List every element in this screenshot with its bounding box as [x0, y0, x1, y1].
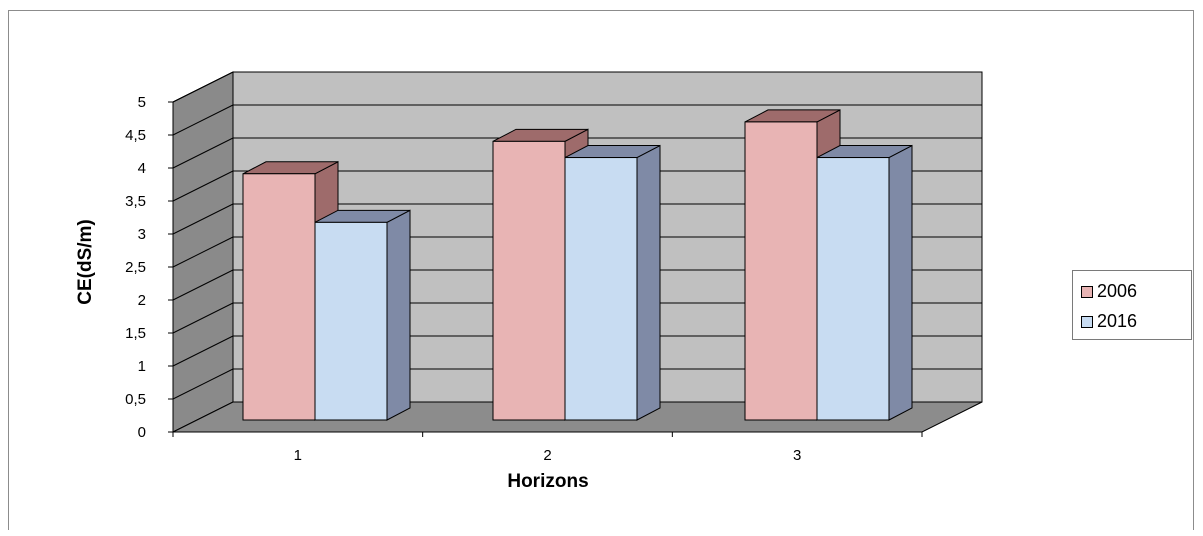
bar-2016-cat-2 — [564, 144, 661, 421]
gridline-side — [172, 203, 234, 235]
bar-2016-cat-3 — [816, 144, 913, 421]
bar-front — [314, 221, 388, 421]
bar-front — [816, 157, 890, 421]
legend-swatch-2006 — [1081, 285, 1093, 298]
gridline-side — [172, 302, 234, 334]
x-axis-title: Horizons — [507, 471, 588, 492]
legend-label-2016: 2016 — [1097, 311, 1138, 331]
gridline-side — [172, 104, 234, 136]
gridline-side — [172, 368, 234, 400]
legend-label-2006: 2006 — [1097, 281, 1138, 301]
axes — [168, 101, 923, 437]
legend: 2006 2016 — [1072, 270, 1192, 340]
legend-item-2016: 2016 — [1081, 311, 1137, 332]
bar-side — [636, 144, 661, 421]
bar-front — [242, 173, 316, 421]
gridline-side — [172, 170, 234, 202]
gridline-side — [172, 335, 234, 367]
y-tick-label: 1 — [138, 358, 146, 375]
legend-item-2006: 2006 — [1081, 281, 1137, 302]
gridline-side — [172, 269, 234, 301]
y-tick-label: 1,5 — [125, 325, 146, 342]
x-tick-label: 1 — [294, 447, 302, 464]
y-tick-label: 0 — [138, 424, 146, 441]
y-tick-label: 5 — [138, 94, 146, 111]
x-tick-label: 2 — [543, 447, 551, 464]
gridline-side — [172, 71, 234, 103]
y-tick-label: 3 — [138, 226, 146, 243]
bar-side — [888, 144, 913, 421]
bar-front — [744, 121, 818, 421]
bar-side — [386, 209, 411, 421]
legend-swatch-2016 — [1081, 315, 1093, 328]
y-tick-label: 3,5 — [125, 193, 146, 210]
y-tick-label: 4,5 — [125, 127, 146, 144]
gridline-side — [172, 137, 234, 169]
y-tick-label: 2,5 — [125, 259, 146, 276]
bars — [242, 109, 913, 421]
y-tick-label: 2 — [138, 292, 146, 309]
x-tick-label: 3 — [793, 447, 801, 464]
y-tick-label: 0,5 — [125, 391, 146, 408]
y-tick-labels: 0 0,5 1 1,5 2 2,5 3 3,5 4 4,5 5 — [125, 94, 146, 441]
bar-front — [492, 140, 566, 421]
bar-front — [564, 157, 638, 421]
gridline-side — [172, 236, 234, 268]
bar-2016-cat-1 — [314, 209, 411, 421]
x-tick-labels: 1 2 3 — [294, 447, 802, 464]
y-tick-label: 4 — [138, 160, 146, 177]
y-axis-title: CE(dS/m) — [75, 219, 96, 305]
